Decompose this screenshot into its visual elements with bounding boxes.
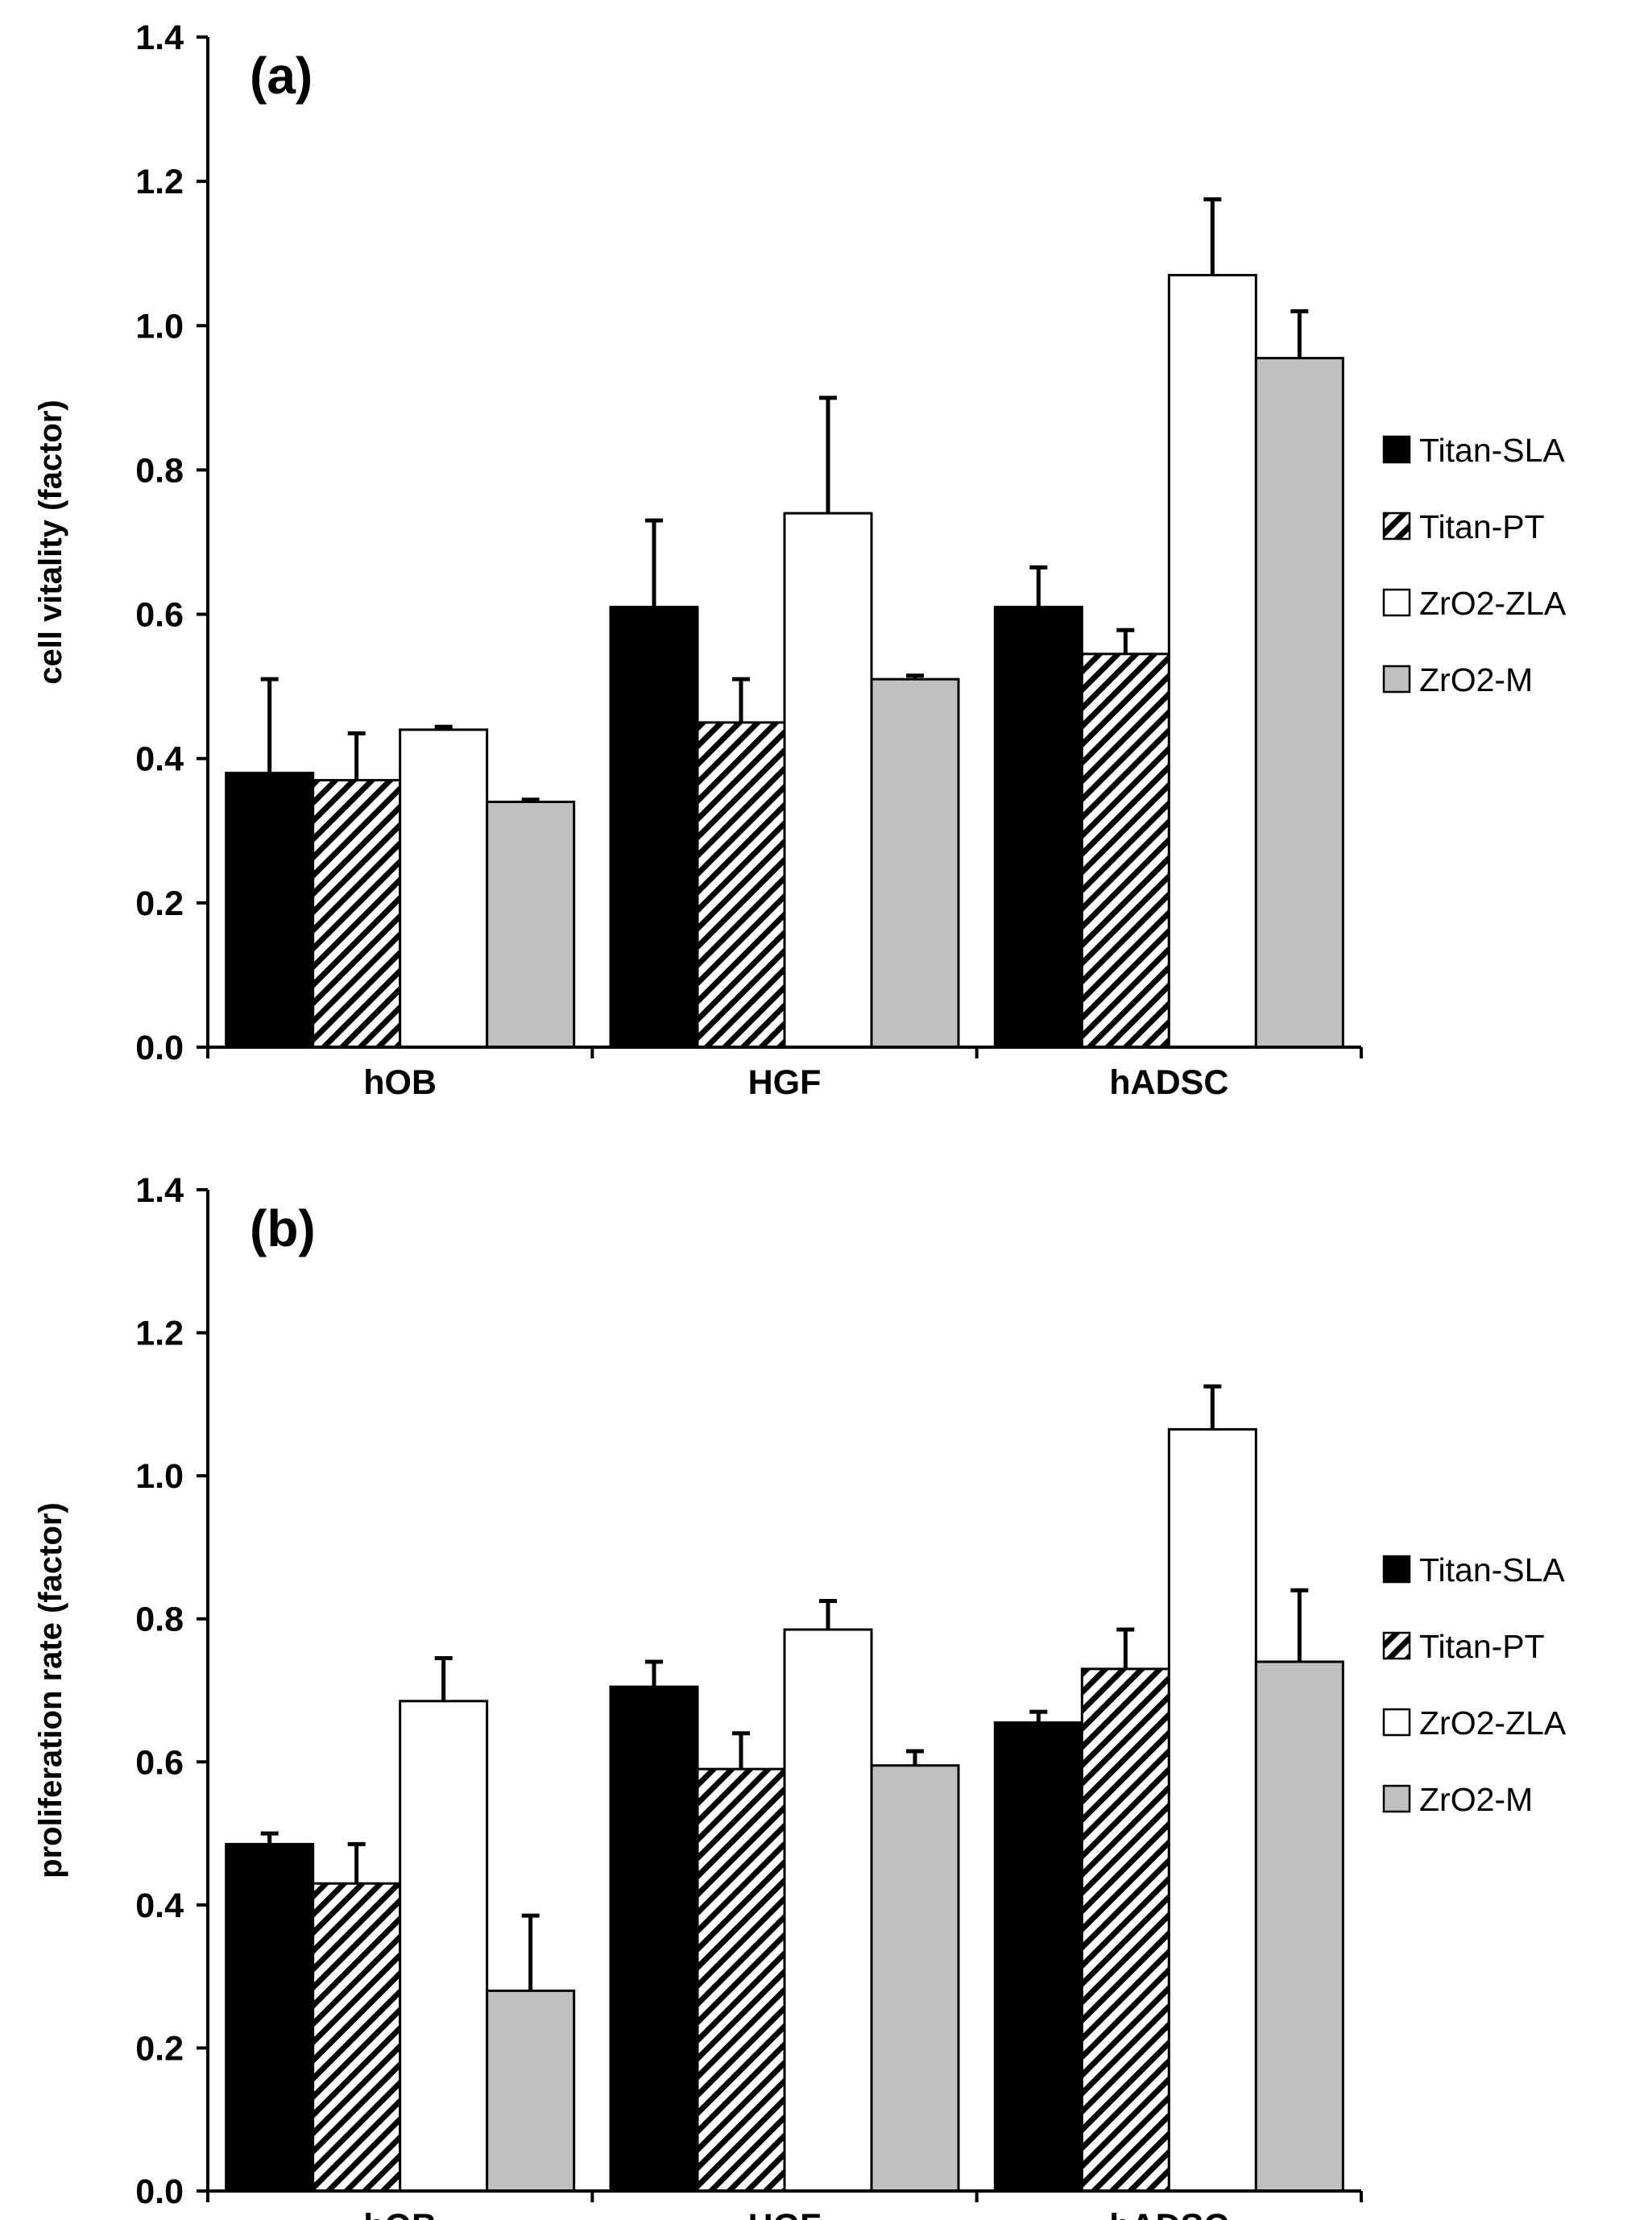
legend-swatch bbox=[1382, 1555, 1411, 1584]
x-tick-label: hOB bbox=[363, 1063, 437, 1102]
bar-zro2-zla-hgf bbox=[783, 1628, 873, 2193]
bar-titan-pt-hgf bbox=[696, 1767, 786, 2193]
bar-zro2-m-hob bbox=[486, 1989, 576, 2193]
y-tick-label: 0.8 bbox=[135, 1601, 184, 1639]
bar-zro2-zla-hadsc bbox=[1167, 274, 1257, 1049]
legend-label: ZrO2-M bbox=[1419, 661, 1533, 698]
bar-zro2-zla-hob bbox=[399, 728, 489, 1049]
y-tick-label: 0.6 bbox=[135, 596, 184, 635]
x-tick-label: hOB bbox=[363, 2207, 437, 2220]
y-tick-label: 1.2 bbox=[135, 163, 184, 201]
bar-zro2-m-hgf bbox=[870, 1764, 960, 2193]
y-tick-label: 1.4 bbox=[135, 19, 184, 57]
bar-titan-pt-hob bbox=[312, 779, 402, 1049]
y-tick-label: 0.0 bbox=[135, 2172, 184, 2211]
bar-titan-sla-hadsc bbox=[993, 1721, 1083, 2193]
bar-titan-sla-hob bbox=[225, 1842, 315, 2193]
y-tick-label: 0.4 bbox=[135, 1887, 184, 1925]
legend-swatch bbox=[1382, 1631, 1411, 1660]
legend-label: Titan-PT bbox=[1419, 508, 1545, 545]
x-tick-label: HGF bbox=[748, 2207, 822, 2220]
legend-label: Titan-SLA bbox=[1419, 1551, 1565, 1588]
legend-swatch bbox=[1382, 435, 1411, 464]
panel-label: (b) bbox=[250, 1199, 316, 1257]
y-axis-title: cell vitality (factor) bbox=[33, 400, 68, 684]
bar-titan-sla-hgf bbox=[609, 606, 699, 1049]
y-tick-label: 0.4 bbox=[135, 740, 184, 779]
y-tick-label: 0.0 bbox=[135, 1029, 184, 1067]
legend-label: Titan-PT bbox=[1419, 1628, 1545, 1665]
y-tick-label: 0.8 bbox=[135, 451, 184, 490]
bar-titan-pt-hob bbox=[312, 1882, 402, 2193]
bar-zro2-m-hadsc bbox=[1254, 1660, 1344, 2193]
bar-titan-sla-hadsc bbox=[993, 606, 1083, 1049]
bar-zro2-zla-hadsc bbox=[1167, 1427, 1257, 2193]
bar-zro2-m-hadsc bbox=[1254, 357, 1344, 1049]
x-tick-label: hADSC bbox=[1109, 2207, 1228, 2220]
y-tick-label: 0.6 bbox=[135, 1743, 184, 1782]
bar-titan-sla-hob bbox=[225, 772, 315, 1049]
bar-titan-pt-hadsc bbox=[1080, 652, 1170, 1049]
bar-zro2-zla-hob bbox=[399, 1700, 489, 2193]
chart-panel-b: 0.0 0.2 0.4 0.6 0.8 1.0 1.2 1.4 hOB HGF hADSC proli… bbox=[33, 1171, 1567, 2220]
legend-label: ZrO2-M bbox=[1419, 1781, 1533, 1818]
legend-swatch bbox=[1382, 1708, 1411, 1737]
bar-zro2-m-hob bbox=[486, 800, 576, 1049]
bar-titan-sla-hgf bbox=[609, 1685, 699, 2193]
y-tick-label: 1.2 bbox=[135, 1315, 184, 1353]
x-tick-label: hADSC bbox=[1109, 1063, 1228, 1102]
bar-zro2-zla-hgf bbox=[783, 512, 873, 1049]
bar-titan-pt-hadsc bbox=[1080, 1667, 1170, 2193]
y-tick-label: 0.2 bbox=[135, 2029, 184, 2068]
panel-label: (a) bbox=[250, 47, 313, 105]
y-axis-title: proliferation rate (factor) bbox=[33, 1502, 68, 1878]
y-tick-label: 1.0 bbox=[135, 1457, 184, 1496]
legend-swatch bbox=[1382, 1784, 1411, 1813]
bar-titan-pt-hgf bbox=[696, 721, 786, 1049]
legend-label: ZrO2-ZLA bbox=[1419, 1704, 1567, 1742]
legend-swatch bbox=[1382, 512, 1411, 541]
legend-label: ZrO2-ZLA bbox=[1419, 585, 1567, 622]
legend-swatch bbox=[1382, 588, 1411, 617]
y-tick-label: 1.4 bbox=[135, 1171, 184, 1210]
x-tick-label: HGF bbox=[748, 1063, 822, 1102]
chart-panel-a: 0.0 0.2 0.4 0.6 0.8 1.0 1.2 1.4 hOB HGF hADSC cell … bbox=[33, 19, 1567, 1102]
bar-zro2-m-hgf bbox=[870, 677, 960, 1049]
y-tick-label: 0.2 bbox=[135, 884, 184, 923]
y-tick-label: 1.0 bbox=[135, 307, 184, 346]
legend-swatch bbox=[1382, 665, 1411, 694]
legend-label: Titan-SLA bbox=[1419, 432, 1565, 469]
